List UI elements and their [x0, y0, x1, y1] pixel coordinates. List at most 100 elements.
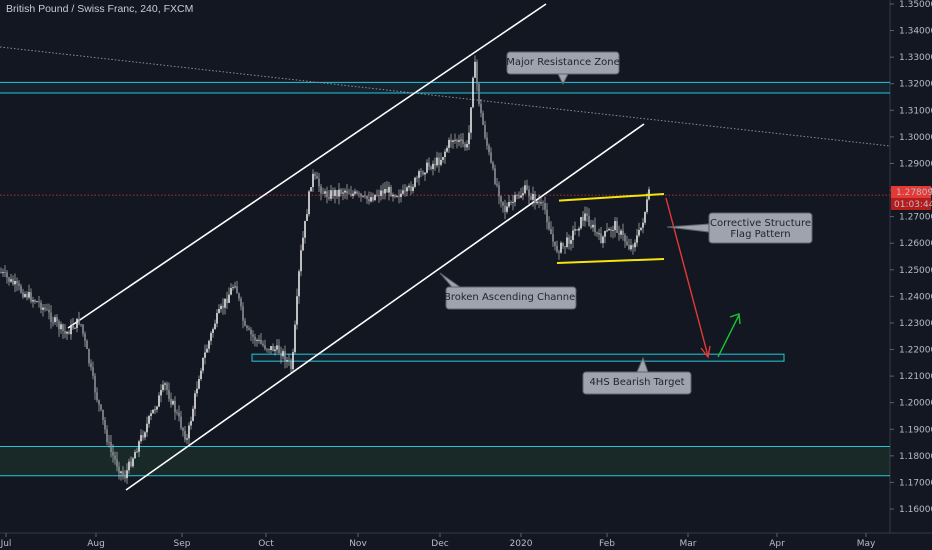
support-zone [0, 446, 890, 477]
candles [0, 55, 650, 484]
candle-body [80, 324, 82, 326]
candle-body [226, 298, 228, 303]
candle-body [364, 195, 366, 197]
candle-body [118, 466, 120, 473]
candle-body [462, 139, 464, 144]
candle-body [402, 190, 404, 194]
candle-body [188, 425, 190, 439]
candle-body [32, 300, 34, 302]
price-tick-label: 1.19000 [899, 425, 932, 435]
candle-body [442, 157, 444, 160]
candle-body [468, 132, 470, 145]
candle-body [14, 281, 16, 285]
candle-body [552, 234, 554, 242]
candle-body [424, 172, 426, 175]
candle-body [612, 230, 614, 231]
candle-body [630, 245, 632, 250]
price-tick-label: 1.33000 [899, 53, 932, 63]
candle-body [642, 222, 644, 228]
candle-body [200, 370, 202, 380]
candle-body [100, 404, 102, 410]
candle-body [482, 112, 484, 125]
candle-body [522, 193, 524, 196]
candle-body [634, 242, 636, 248]
time-tick-label: Nov [349, 539, 367, 549]
candle-body [488, 145, 490, 153]
candle-body [92, 367, 94, 376]
candle-body [74, 327, 76, 329]
candle-body [306, 214, 308, 221]
candle-body [40, 302, 42, 310]
candle-body [128, 461, 130, 471]
candle-body [260, 339, 262, 344]
candle-body [146, 423, 148, 433]
bullish-projection-arrow [717, 314, 740, 358]
candle-body [172, 400, 174, 405]
candle-body [358, 193, 360, 195]
candle-body [216, 313, 218, 324]
candle-body [140, 435, 142, 442]
candle-body [332, 190, 334, 196]
candle-body [344, 190, 346, 193]
candle-body [202, 357, 204, 371]
time-tick-label: May [857, 539, 876, 549]
countdown-label: 01:03:44 [894, 200, 932, 210]
candle-body [82, 324, 84, 334]
time-tick-label: Sep [174, 539, 191, 549]
candle-body [180, 416, 182, 428]
candle-body [116, 459, 118, 467]
candle-body [560, 242, 562, 253]
candle-body [134, 452, 136, 459]
candle-body [28, 292, 30, 298]
candle-body [490, 152, 492, 163]
candle-body [360, 193, 362, 197]
candle-body [412, 186, 414, 191]
candle-body [34, 300, 36, 303]
flag-callout-pointer [666, 223, 710, 233]
candle-body [244, 320, 246, 326]
candle-body [380, 190, 382, 196]
candle-body [586, 213, 588, 216]
candle-body [558, 251, 560, 253]
candle-body [478, 83, 480, 104]
candle-body [190, 420, 192, 426]
candle-body [374, 194, 376, 201]
candle-body [94, 375, 96, 393]
price-tick-label: 1.26000 [899, 239, 932, 249]
flag-callout-text: Corrective Structure [710, 218, 811, 229]
candle-body [618, 232, 620, 235]
candle-body [622, 230, 624, 235]
candle-body [300, 250, 302, 272]
candle-body [530, 196, 532, 200]
candle-body [292, 352, 294, 370]
candle-body [616, 221, 618, 233]
last-price-label: 1.27809 [896, 188, 932, 198]
candle-body [294, 324, 296, 353]
channel-callout: Broken Ascending Channel [439, 272, 578, 310]
candle-body [196, 388, 198, 394]
flag-lower-line [556, 258, 665, 264]
candle-body [240, 298, 242, 307]
time-tick-label: Oct [258, 539, 274, 549]
price-tick-label: 1.21000 [899, 372, 932, 382]
resistance-callout: Major Resistance Zone [506, 51, 620, 86]
price-tick-label: 1.17000 [899, 478, 932, 488]
candle-body [314, 173, 316, 176]
candle-body [450, 139, 452, 142]
candle-body [16, 281, 18, 284]
candle-body [320, 186, 322, 194]
candle-body [368, 199, 370, 202]
candle-body [466, 144, 468, 148]
candle-body [194, 393, 196, 409]
candle-body [404, 190, 406, 192]
candle-body [198, 379, 200, 389]
candle-body [520, 195, 522, 198]
candle-body [440, 159, 442, 165]
candle-body [44, 307, 46, 310]
candle-body [174, 400, 176, 413]
candle-body [338, 189, 340, 197]
candle-body [136, 451, 138, 453]
candle-body [70, 324, 72, 335]
